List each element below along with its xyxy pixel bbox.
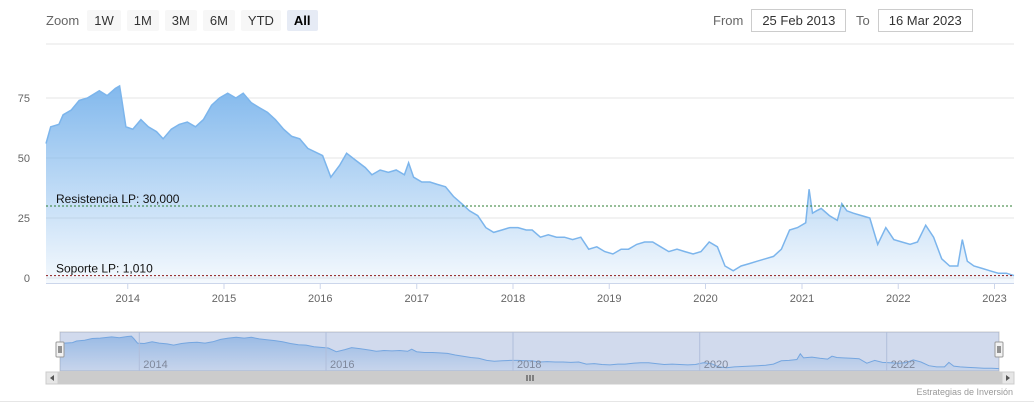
zoom-button-1m[interactable]: 1M	[126, 9, 159, 31]
navigator[interactable]: 2014 2016 2018 2020 2022	[0, 331, 1034, 402]
navigator-tick-label: 2014	[143, 359, 167, 371]
navigator-mask[interactable]	[60, 332, 999, 371]
x-tick-label: 2021	[790, 293, 814, 305]
navigator-area	[60, 336, 999, 371]
x-tick-label: 2022	[886, 293, 910, 305]
resistance-label: Resistencia LP: 30,000	[56, 192, 180, 206]
scrollbar-thumb[interactable]	[57, 371, 1003, 385]
date-range-from: From 25 Feb 2013	[713, 8, 847, 32]
navigator-tick-label: 2018	[517, 359, 541, 371]
credit-text: Estrategias de Inversión	[916, 387, 1013, 397]
zoom-button-ytd[interactable]: YTD	[240, 9, 281, 31]
x-tick-label: 2020	[693, 293, 717, 305]
x-tick-label: 2015	[212, 293, 236, 305]
zoom-button-all[interactable]: All	[286, 9, 318, 31]
zoom-label: Zoom	[46, 12, 80, 28]
zoom-selector: Zoom 1W 1M 3M 6M YTD All	[46, 9, 318, 31]
navigator-tick-label: 2020	[704, 359, 728, 371]
navigator-right-handle[interactable]	[994, 341, 1004, 358]
to-date-input[interactable]: 16 Mar 2023	[877, 8, 973, 32]
x-tick-label: 2023	[982, 293, 1006, 305]
to-label: To	[856, 12, 870, 28]
series-line	[45, 84, 1015, 277]
navigator-left-handle[interactable]	[55, 341, 65, 358]
navigator-line	[59, 335, 1000, 370]
y-tick-label: 75	[18, 93, 30, 105]
x-tick-label: 2018	[501, 293, 525, 305]
y-axis: 0 25 50 75	[18, 93, 30, 285]
zoom-button-1w[interactable]: 1W	[87, 9, 121, 31]
scrollbar-left-button[interactable]	[45, 371, 59, 385]
series-area	[46, 86, 1014, 283]
x-tick-label: 2014	[116, 293, 140, 305]
date-range-to: To 16 Mar 2023	[856, 8, 973, 32]
from-label: From	[713, 12, 744, 28]
navigator-tick-label: 2016	[330, 359, 354, 371]
support-label: Soporte LP: 1,010	[56, 262, 153, 276]
navigator-tick-label: 2022	[891, 359, 915, 371]
y-tick-label: 50	[18, 153, 30, 165]
y-tick-label: 25	[18, 213, 30, 225]
plot-area: Resistencia LP: 30,000 Soporte LP: 1,010	[45, 84, 1015, 283]
zoom-button-6m[interactable]: 6M	[202, 9, 235, 31]
x-tick-label: 2017	[405, 293, 429, 305]
x-axis: 2014 2015 2016 2017 2018 2019 2020 2021 2022 2023	[46, 283, 1014, 305]
x-tick-label: 2019	[597, 293, 621, 305]
y-tick-label: 0	[24, 273, 30, 285]
zoom-button-3m[interactable]: 3M	[164, 9, 197, 31]
from-date-input[interactable]: 25 Feb 2013	[751, 8, 847, 32]
x-tick-label: 2016	[308, 293, 332, 305]
scrollbar-right-button[interactable]	[1001, 371, 1015, 385]
